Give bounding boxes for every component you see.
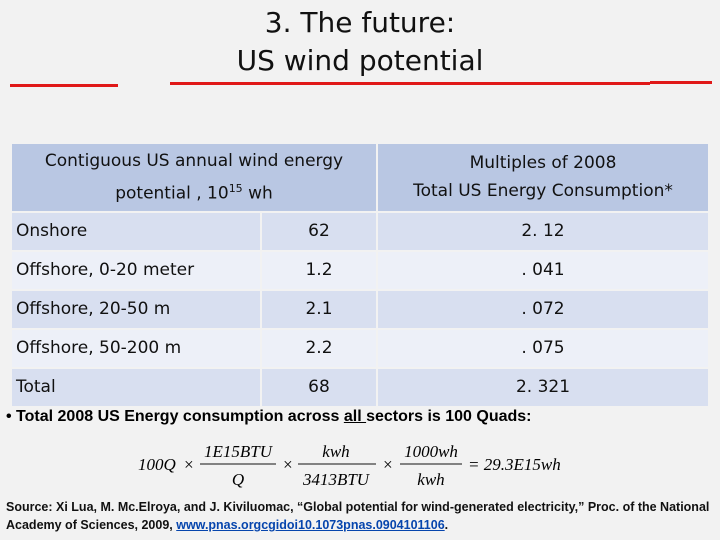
times-symbol: ×: [382, 455, 393, 474]
times-symbol: ×: [282, 455, 293, 474]
table-header-row: Contiguous US annual wind energy potenti…: [10, 142, 710, 213]
row-label: Offshore, 20-50 m: [10, 288, 262, 330]
table-row: Onshore 62 2. 12: [10, 210, 710, 252]
fraction-2-numerator: kwh: [322, 442, 349, 461]
row-label: Offshore, 0-20 meter: [10, 249, 262, 291]
row-value: 62: [260, 210, 378, 252]
header-wind-potential: Contiguous US annual wind energy potenti…: [10, 142, 378, 213]
fraction-1-numerator: 1E15BTU: [204, 442, 274, 461]
note-emphasis: all: [343, 408, 367, 425]
conversion-formula: 100Q × 1E15BTU Q × kwh 3413BTU × 1000wh …: [138, 442, 561, 489]
fraction-3-numerator: 1000wh: [404, 442, 458, 461]
row-multiple: . 072: [376, 288, 710, 330]
title-line-1: 3. The future:: [264, 6, 456, 39]
table-row: Offshore, 0-20 meter 1.2 . 041: [10, 249, 710, 291]
row-multiple: . 041: [376, 249, 710, 291]
header-left-exponent: 15: [228, 182, 243, 195]
row-value: 2.1: [260, 288, 378, 330]
table-row: Total 68 2. 321: [10, 366, 710, 408]
consumption-note: • Total 2008 US Energy consumption acros…: [6, 408, 532, 426]
row-value: 2.2: [260, 327, 378, 369]
note-prefix: • Total 2008 US Energy consumption acros…: [6, 408, 344, 425]
table-row: Offshore, 20-50 m 2.1 . 072: [10, 288, 710, 330]
formula-term: 100Q: [138, 455, 176, 474]
row-label: Onshore: [10, 210, 262, 252]
table-row: Offshore, 50-200 m 2.2 . 075: [10, 327, 710, 369]
fraction-1-denominator: Q: [232, 470, 244, 489]
header-left-unit: wh: [242, 183, 273, 204]
fraction-3-denominator: kwh: [417, 470, 444, 489]
fraction-2-denominator: 3413BTU: [302, 470, 371, 489]
slide-title: 3. The future: US wind potential: [0, 4, 720, 80]
header-right-line-2: Total US Energy Consumption*: [413, 181, 673, 202]
note-suffix: sectors is 100 Quads:: [366, 408, 532, 425]
row-multiple: . 075: [376, 327, 710, 369]
source-citation: Source: Xi Lua, M. Mc.Elroya, and J. Kiv…: [6, 498, 716, 534]
title-underline-left: [10, 84, 118, 87]
header-right-line-1: Multiples of 2008: [469, 153, 617, 174]
header-multiples: Multiples of 2008 Total US Energy Consum…: [376, 142, 710, 213]
header-left-text: Contiguous US annual wind energy potenti…: [44, 151, 344, 204]
source-text: Source: Xi Lua, M. Mc.Elroya, and J. Kiv…: [6, 500, 710, 532]
title-underline-center: [170, 82, 650, 85]
title-underline-right: [650, 81, 712, 84]
row-label: Offshore, 50-200 m: [10, 327, 262, 369]
source-link[interactable]: www.pnas.orgcgidoi10.1073pnas.0904101106: [176, 518, 445, 532]
title-line-2: US wind potential: [236, 44, 484, 77]
row-multiple: 2. 12: [376, 210, 710, 252]
row-multiple: 2. 321: [376, 366, 710, 408]
row-label: Total: [10, 366, 262, 408]
source-tail: .: [444, 518, 449, 532]
wind-potential-table: Contiguous US annual wind energy potenti…: [10, 142, 710, 408]
row-value: 1.2: [260, 249, 378, 291]
times-symbol: ×: [183, 455, 194, 474]
formula-result: = 29.3E15wh: [468, 455, 561, 474]
row-value: 68: [260, 366, 378, 408]
